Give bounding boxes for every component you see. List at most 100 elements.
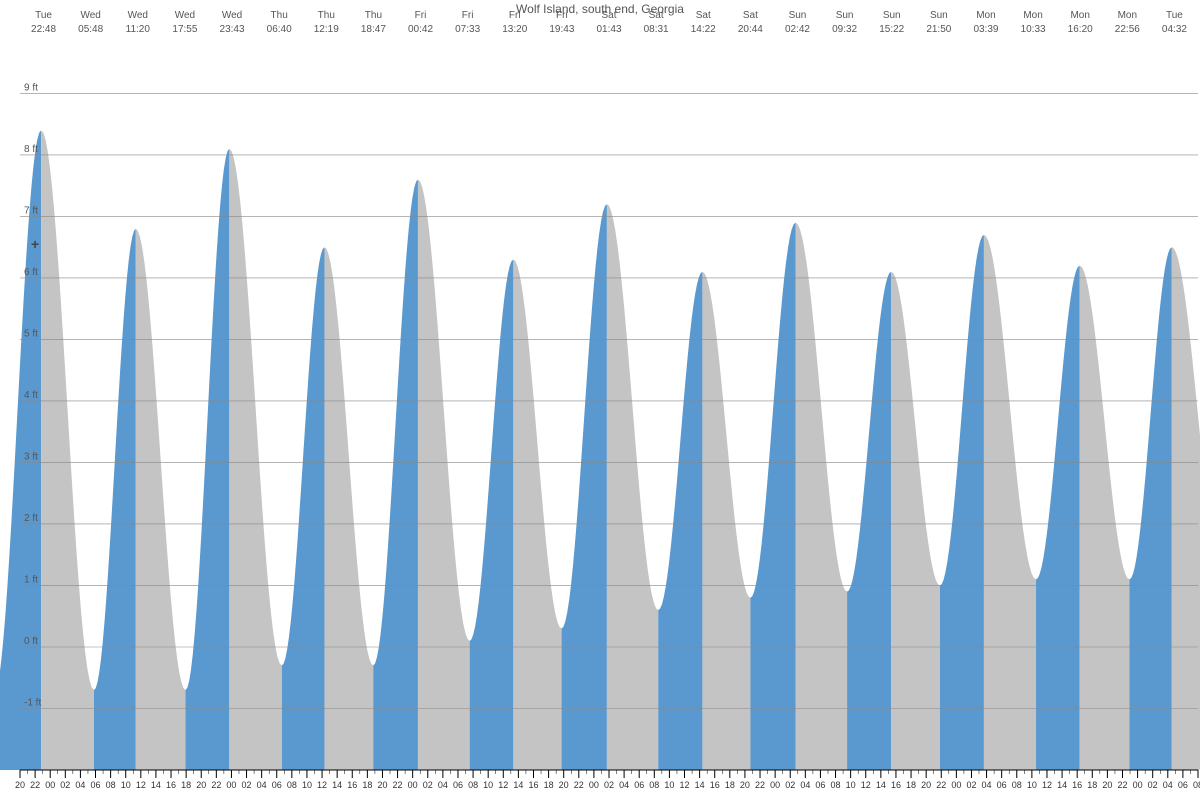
x-tick-label: 10 (483, 780, 493, 790)
tide-falling-area (229, 149, 281, 770)
x-tick-label: 04 (619, 780, 629, 790)
header-day-label: Wed (128, 10, 148, 21)
x-tick-label: 20 (559, 780, 569, 790)
header-time-label: 18:47 (361, 24, 386, 35)
x-tick-label: 00 (770, 780, 780, 790)
x-tick-label: 08 (831, 780, 841, 790)
x-tick-label: 08 (1193, 780, 1200, 790)
tide-rising-area (750, 223, 795, 770)
y-tick-label: 8 ft (24, 144, 38, 155)
y-tick-label: 4 ft (24, 390, 38, 401)
header-day-label: Mon (1070, 10, 1089, 21)
x-tick-label: 10 (121, 780, 131, 790)
x-tick-label: 10 (302, 780, 312, 790)
x-tick-label: 04 (800, 780, 810, 790)
x-tick-label: 18 (906, 780, 916, 790)
tide-rising-area (1130, 247, 1172, 770)
x-tick-label: 14 (1057, 780, 1067, 790)
header-day-label: Tue (35, 10, 52, 21)
header-day-label: Fri (462, 10, 474, 21)
chart-svg: -1 ft0 ft1 ft2 ft3 ft4 ft5 ft6 ft7 ft8 f… (0, 0, 1200, 800)
header-day-label: Mon (1023, 10, 1042, 21)
y-tick-label: 1 ft (24, 574, 38, 585)
header-time-label: 07:33 (455, 24, 480, 35)
x-tick-label: 00 (951, 780, 961, 790)
x-tick-label: 06 (634, 780, 644, 790)
tide-rising-area (562, 204, 607, 770)
y-tick-label: 9 ft (24, 82, 38, 93)
x-tick-label: 18 (544, 780, 554, 790)
header-time-label: 01:43 (596, 24, 621, 35)
x-tick-label: 22 (936, 780, 946, 790)
tide-falling-area (41, 130, 94, 770)
tide-falling-area (418, 180, 470, 770)
tide-rising-area (940, 235, 984, 770)
header-time-label: 20:44 (738, 24, 763, 35)
x-tick-label: 06 (815, 780, 825, 790)
header-time-label: 17:55 (172, 24, 197, 35)
x-tick-label: 18 (1087, 780, 1097, 790)
x-tick-label: 12 (317, 780, 327, 790)
x-tick-label: 06 (91, 780, 101, 790)
header-day-label: Mon (976, 10, 995, 21)
x-tick-label: 08 (287, 780, 297, 790)
header-day-label: Sun (836, 10, 854, 21)
header-day-label: Wed (175, 10, 195, 21)
header-day-label: Thu (271, 10, 288, 21)
x-tick-label: 18 (362, 780, 372, 790)
current-time-marker: + (31, 236, 39, 252)
x-tick-label: 00 (1133, 780, 1143, 790)
header-day-label: Sun (883, 10, 901, 21)
x-tick-label: 18 (725, 780, 735, 790)
header-day-label: Sat (601, 10, 616, 21)
header-day-label: Sat (649, 10, 664, 21)
header-day-label: Sun (789, 10, 807, 21)
x-tick-label: 22 (1117, 780, 1127, 790)
x-tick-label: 02 (604, 780, 614, 790)
x-tick-label: 12 (1042, 780, 1052, 790)
x-tick-label: 22 (755, 780, 765, 790)
x-tick-label: 08 (468, 780, 478, 790)
header-day-label: Mon (1118, 10, 1137, 21)
x-tick-label: 02 (242, 780, 252, 790)
y-tick-label: 0 ft (24, 636, 38, 647)
x-tick-label: 12 (136, 780, 146, 790)
x-tick-label: 20 (196, 780, 206, 790)
x-tick-label: 04 (75, 780, 85, 790)
tide-falling-area (702, 272, 750, 770)
header-time-label: 10:33 (1021, 24, 1046, 35)
x-tick-label: 20 (1102, 780, 1112, 790)
tide-falling-area (796, 223, 848, 770)
header-day-label: Fri (556, 10, 568, 21)
header-time-label: 23:43 (220, 24, 245, 35)
x-tick-label: 06 (997, 780, 1007, 790)
x-tick-label: 10 (846, 780, 856, 790)
x-tick-label: 08 (1012, 780, 1022, 790)
x-tick-label: 20 (740, 780, 750, 790)
x-tick-label: 06 (453, 780, 463, 790)
tide-falling-area (607, 204, 658, 770)
y-tick-label: 6 ft (24, 267, 38, 278)
x-tick-label: 22 (30, 780, 40, 790)
header-day-label: Fri (415, 10, 427, 21)
x-tick-label: 00 (408, 780, 418, 790)
x-tick-label: 14 (876, 780, 886, 790)
x-tick-label: 14 (513, 780, 523, 790)
header-time-label: 08:31 (644, 24, 669, 35)
header-time-label: 02:42 (785, 24, 810, 35)
x-tick-label: 12 (498, 780, 508, 790)
y-tick-label: 5 ft (24, 328, 38, 339)
header-day-label: Tue (1166, 10, 1183, 21)
x-tick-label: 00 (589, 780, 599, 790)
x-tick-label: 04 (438, 780, 448, 790)
x-tick-label: 16 (1072, 780, 1082, 790)
x-tick-label: 14 (332, 780, 342, 790)
x-tick-label: 04 (1163, 780, 1173, 790)
x-tick-label: 02 (60, 780, 70, 790)
x-tick-label: 16 (710, 780, 720, 790)
x-tick-label: 08 (106, 780, 116, 790)
x-tick-label: 22 (211, 780, 221, 790)
x-tick-label: 02 (423, 780, 433, 790)
x-tick-label: 20 (921, 780, 931, 790)
y-tick-label: 7 ft (24, 205, 38, 216)
